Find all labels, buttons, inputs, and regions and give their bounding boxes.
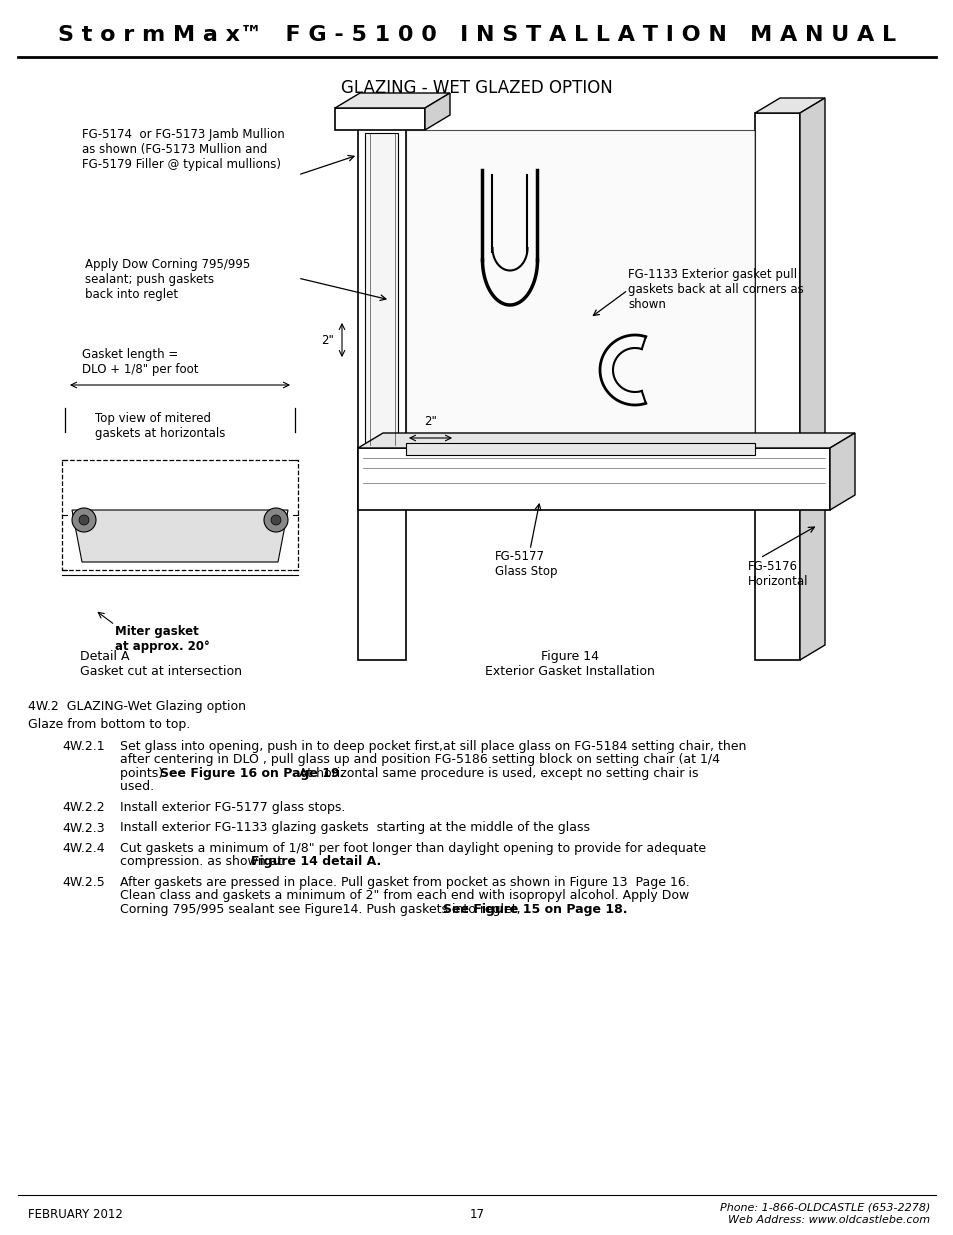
Text: Install exterior FG-1133 glazing gaskets  starting at the middle of the glass: Install exterior FG-1133 glazing gaskets… — [120, 821, 589, 835]
Text: 4W.2.5: 4W.2.5 — [62, 876, 105, 889]
Text: Web Address: www.oldcastlebe.com: Web Address: www.oldcastlebe.com — [727, 1215, 929, 1225]
Text: Glaze from bottom to top.: Glaze from bottom to top. — [28, 718, 190, 731]
Polygon shape — [357, 448, 829, 510]
Text: FG-5177
Glass Stop: FG-5177 Glass Stop — [495, 550, 557, 578]
Text: 4W.2.4: 4W.2.4 — [62, 842, 105, 855]
Polygon shape — [335, 107, 424, 130]
Polygon shape — [829, 433, 854, 510]
Text: 4W.2.2: 4W.2.2 — [62, 802, 105, 814]
Polygon shape — [406, 443, 754, 454]
Text: Cut gaskets a minimum of 1/8" per foot longer than daylight opening to provide f: Cut gaskets a minimum of 1/8" per foot l… — [120, 842, 705, 855]
Text: points): points) — [120, 767, 167, 781]
Text: See Figure 15 on Page 18.: See Figure 15 on Page 18. — [442, 903, 626, 916]
Text: FG-5174  or FG-5173 Jamb Mullion
as shown (FG-5173 Mullion and
FG-5179 Filler @ : FG-5174 or FG-5173 Jamb Mullion as shown… — [82, 128, 284, 170]
Text: GLAZING - WET GLAZED OPTION: GLAZING - WET GLAZED OPTION — [341, 79, 612, 98]
Text: Figure 14 detail A.: Figure 14 detail A. — [251, 856, 381, 868]
Text: 2": 2" — [321, 333, 334, 347]
Polygon shape — [357, 112, 406, 659]
Polygon shape — [424, 93, 450, 130]
Polygon shape — [357, 433, 854, 448]
Text: FG-5176
Horizontal: FG-5176 Horizontal — [747, 559, 807, 588]
Polygon shape — [335, 93, 450, 107]
Text: 4W.2.3: 4W.2.3 — [62, 821, 105, 835]
Polygon shape — [800, 98, 824, 659]
Text: Apply Dow Corning 795/995
sealant; push gaskets
back into reglet: Apply Dow Corning 795/995 sealant; push … — [85, 258, 250, 301]
Circle shape — [271, 515, 281, 525]
Text: compression. as shown at: compression. as shown at — [120, 856, 290, 868]
Text: See Figure 16 on Page 19.: See Figure 16 on Page 19. — [160, 767, 344, 781]
Text: Set glass into opening, push in to deep pocket first,at sill place glass on FG-5: Set glass into opening, push in to deep … — [120, 740, 745, 753]
Text: Exterior Gasket Installation: Exterior Gasket Installation — [484, 664, 655, 678]
Text: Top view of mitered
gaskets at horizontals: Top view of mitered gaskets at horizonta… — [95, 412, 225, 440]
Polygon shape — [365, 133, 397, 450]
Text: Clean class and gaskets a minimum of 2" from each end with isopropyl alcohol. Ap: Clean class and gaskets a minimum of 2" … — [120, 889, 688, 903]
Text: At horizontal same procedure is used, except no setting chair is: At horizontal same procedure is used, ex… — [295, 767, 699, 781]
Text: Detail A
Gasket cut at intersection: Detail A Gasket cut at intersection — [80, 650, 242, 678]
Text: 4W.2  GLAZING-Wet Glazing option: 4W.2 GLAZING-Wet Glazing option — [28, 700, 246, 713]
Text: Gasket length =
DLO + 1/8" per foot: Gasket length = DLO + 1/8" per foot — [82, 348, 198, 375]
Text: FG-1133 Exterior gasket pull
gaskets back at all corners as
shown: FG-1133 Exterior gasket pull gaskets bac… — [627, 268, 803, 311]
Polygon shape — [754, 112, 800, 659]
Text: S t o r m M a x™   F G - 5 1 0 0   I N S T A L L A T I O N   M A N U A L: S t o r m M a x™ F G - 5 1 0 0 I N S T A… — [58, 25, 895, 44]
Text: Phone: 1-866-OLDCASTLE (653-2278): Phone: 1-866-OLDCASTLE (653-2278) — [719, 1202, 929, 1212]
Circle shape — [79, 515, 89, 525]
Text: used.: used. — [120, 781, 154, 794]
Circle shape — [71, 508, 96, 532]
Bar — [62, 459, 297, 571]
Circle shape — [264, 508, 288, 532]
Text: Figure 14: Figure 14 — [540, 650, 598, 663]
Text: After gaskets are pressed in place. Pull gasket from pocket as shown in Figure 1: After gaskets are pressed in place. Pull… — [120, 876, 689, 889]
Polygon shape — [71, 510, 288, 562]
Text: after centering in DLO , pull glass up and position FG-5186 setting block on set: after centering in DLO , pull glass up a… — [120, 753, 720, 767]
Polygon shape — [406, 130, 754, 450]
Text: 2": 2" — [424, 415, 436, 429]
Polygon shape — [754, 98, 824, 112]
Text: 4W.2.1: 4W.2.1 — [62, 740, 105, 753]
Text: Install exterior FG-5177 glass stops.: Install exterior FG-5177 glass stops. — [120, 802, 345, 814]
Text: 17: 17 — [469, 1208, 484, 1221]
Text: FEBRUARY 2012: FEBRUARY 2012 — [28, 1208, 123, 1221]
Text: Miter gasket
at approx. 20°: Miter gasket at approx. 20° — [115, 625, 210, 653]
Text: Corning 795/995 sealant see Figure14. Push gaskets into reglet,: Corning 795/995 sealant see Figure14. Pu… — [120, 903, 524, 916]
